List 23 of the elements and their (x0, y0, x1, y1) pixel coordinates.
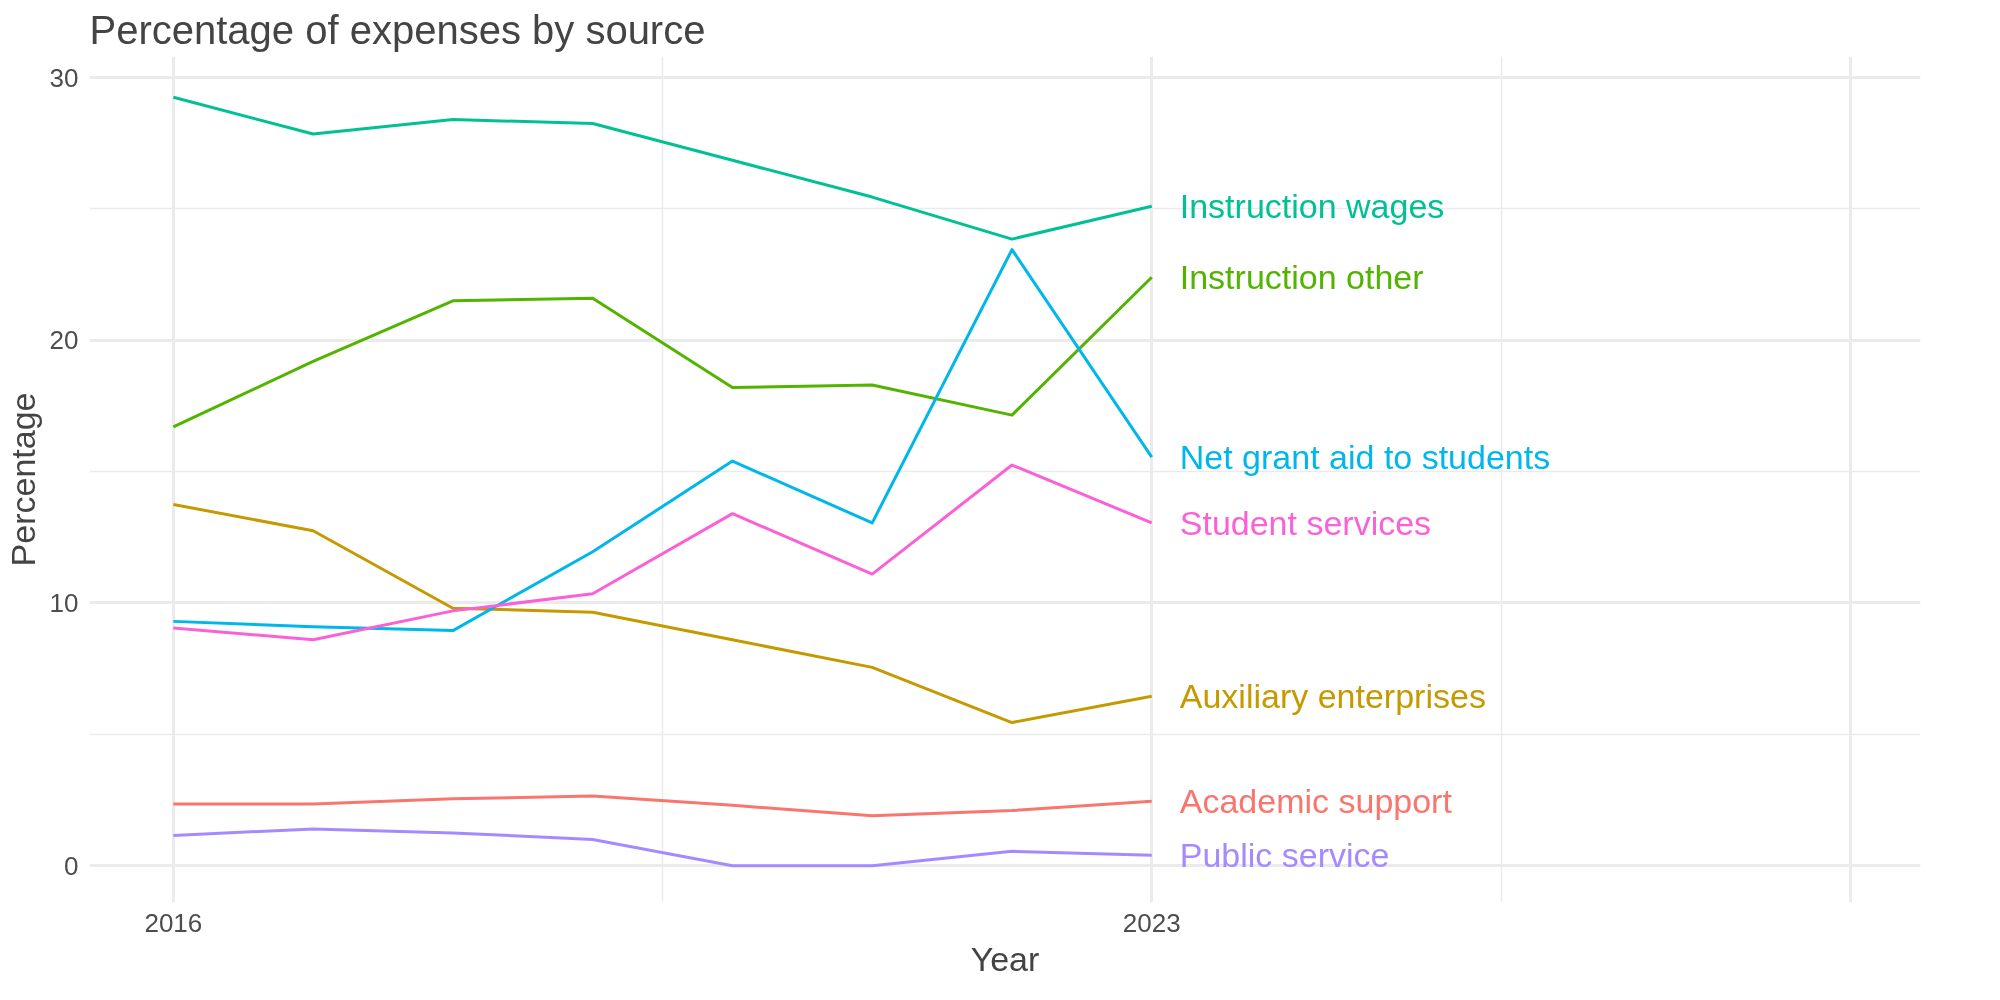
series-label: Public service (1179, 836, 1390, 875)
series-label: Instruction wages (1179, 187, 1445, 226)
y-tick-label: 30 (49, 62, 79, 93)
line-series (171, 827, 1154, 868)
x-tick-label: 2016 (144, 907, 203, 938)
line-series (171, 275, 1154, 429)
series-label: Instruction other (1179, 258, 1424, 297)
line-series (171, 502, 1154, 725)
line-series (171, 463, 1154, 642)
y-tick-label: 20 (49, 325, 79, 356)
line-series (171, 248, 1154, 633)
line-series (171, 794, 1154, 818)
line-series (171, 95, 1154, 241)
series-label: Auxiliary enterprises (1179, 677, 1486, 716)
series-label: Student services (1179, 503, 1432, 542)
series-label: Net grant aid to students (1179, 438, 1551, 477)
y-axis-title: Percentage (3, 392, 42, 567)
chart-title: Percentage of expenses by source (89, 7, 706, 52)
y-tick-label: 0 (64, 850, 79, 881)
x-axis-title: Year (970, 939, 1040, 978)
series-label: Academic support (1179, 782, 1453, 821)
y-tick-label: 10 (49, 587, 79, 618)
x-tick-label: 2023 (1122, 907, 1181, 938)
